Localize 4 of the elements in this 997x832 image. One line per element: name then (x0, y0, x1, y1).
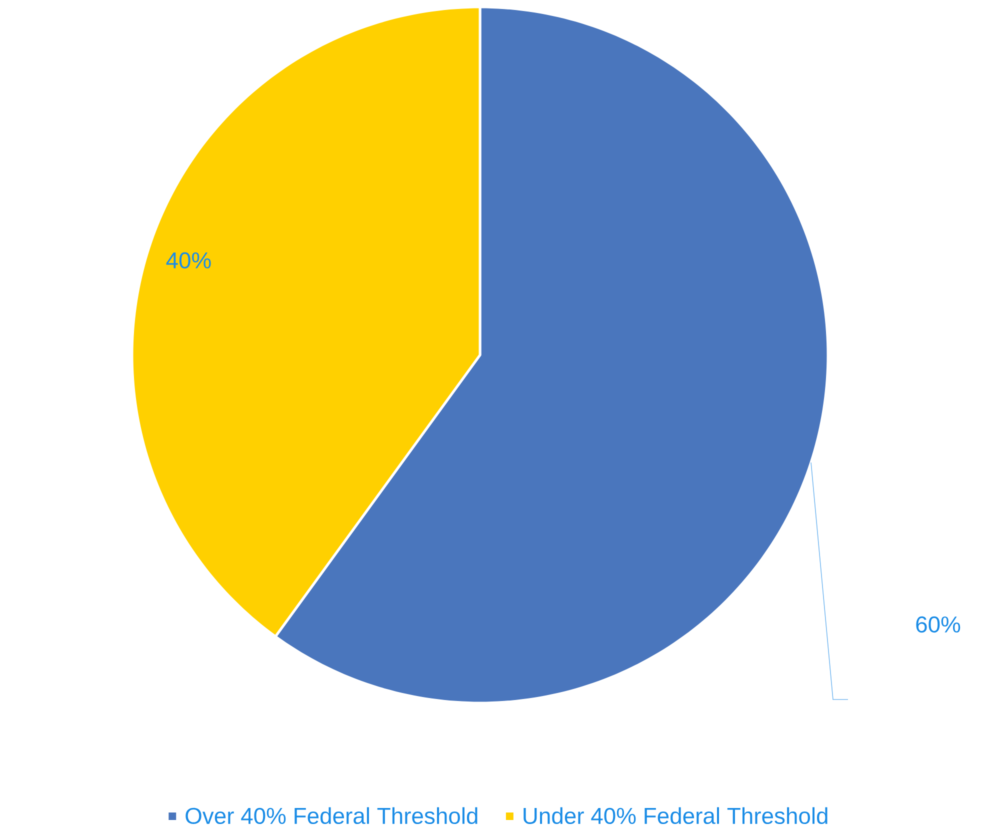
data-label: 40% (166, 252, 211, 269)
data-label: 60% (916, 616, 960, 633)
legend-label: Over 40% Federal Threshold (186, 807, 478, 824)
legend-label: Under 40% Federal Threshold (524, 807, 828, 824)
